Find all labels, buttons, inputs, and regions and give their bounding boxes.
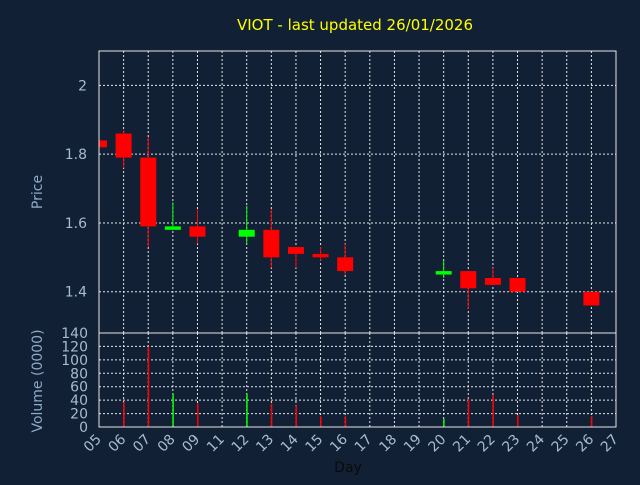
- candle-body: [435, 271, 452, 275]
- candle-body: [287, 247, 304, 254]
- volume-tick-label: 0: [79, 420, 88, 436]
- volume-bar: [196, 403, 199, 427]
- volume-bar: [295, 405, 297, 427]
- volume-bar: [270, 403, 273, 427]
- price-tick-label: 2: [78, 78, 87, 94]
- price-tick-label: 1.4: [65, 285, 87, 301]
- price-tick-label: 1.8: [65, 147, 87, 163]
- volume-tick-label: 80: [70, 366, 88, 382]
- candle-body: [238, 229, 255, 237]
- volume-plot-frame: [98, 332, 617, 428]
- volume-tick-label: 100: [61, 353, 88, 369]
- candle-body: [312, 253, 329, 258]
- candle-body: [140, 157, 157, 227]
- volume-bar: [320, 416, 322, 427]
- candle-body: [263, 229, 280, 258]
- candle-body: [99, 140, 107, 148]
- price-axis-label: Price: [30, 175, 46, 209]
- volume-tick-label: 140: [61, 326, 88, 342]
- chart-title: VIOT - last updated 26/01/2026: [237, 16, 473, 34]
- price-tick-label: 1.6: [65, 216, 87, 232]
- volume-bar: [123, 402, 125, 427]
- candle-body: [115, 133, 132, 158]
- volume-bar: [172, 393, 174, 427]
- volume-tick-label: 120: [61, 339, 88, 355]
- volume-bar: [590, 416, 593, 427]
- candle-body: [583, 291, 600, 306]
- volume-bar: [147, 346, 150, 427]
- price-gridlines: [98, 51, 617, 333]
- candle-body: [337, 257, 354, 272]
- volume-bar: [517, 414, 519, 427]
- volume-bar: [492, 394, 494, 427]
- x-axis-label: Day: [334, 460, 362, 476]
- candle-body: [460, 271, 477, 289]
- volume-tick-label: 40: [70, 393, 88, 409]
- candle-body: [189, 226, 206, 237]
- volume-tick-label: 60: [70, 380, 88, 396]
- candle-body: [509, 277, 526, 292]
- candle-body: [164, 226, 181, 230]
- volume-axis-label: Volume (0000): [30, 329, 46, 432]
- volume-bars: [123, 346, 593, 427]
- price-tick-labels: 1.4 1.6 1.8 2: [65, 78, 87, 300]
- candle-body: [484, 277, 501, 285]
- volume-bar: [246, 393, 248, 427]
- volume-tick-label: 20: [70, 407, 88, 423]
- volume-bar: [443, 418, 445, 427]
- candles: [98, 130, 600, 309]
- volume-bar: [467, 398, 470, 427]
- volume-bar: [344, 416, 347, 427]
